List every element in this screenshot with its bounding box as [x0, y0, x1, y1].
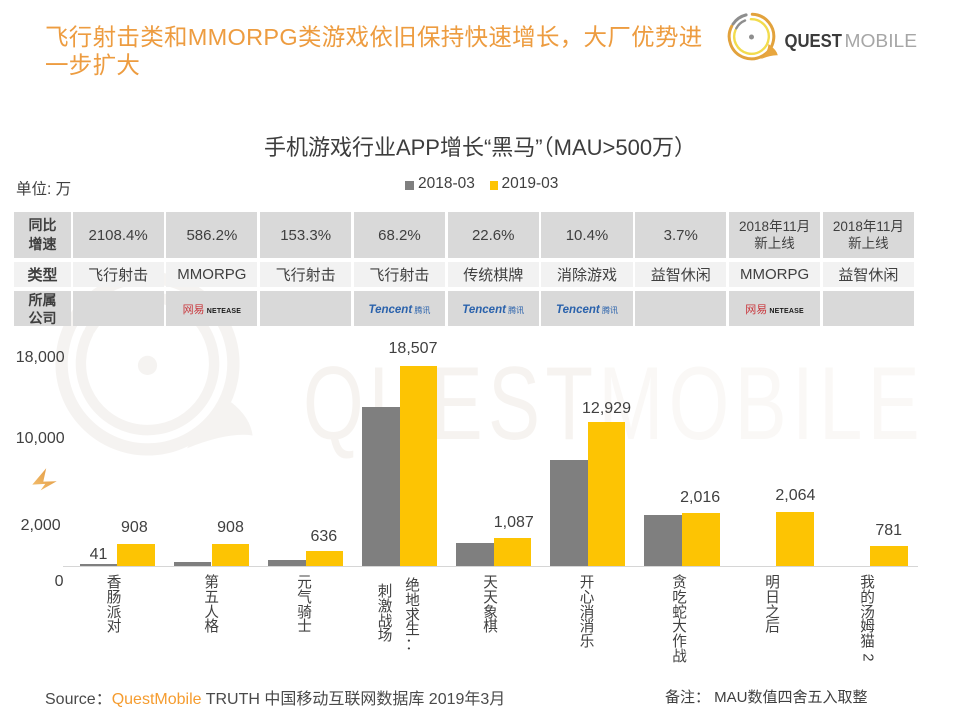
svg-text:QUEST: QUEST	[785, 30, 843, 51]
svg-text:MOBILE: MOBILE	[845, 30, 918, 51]
